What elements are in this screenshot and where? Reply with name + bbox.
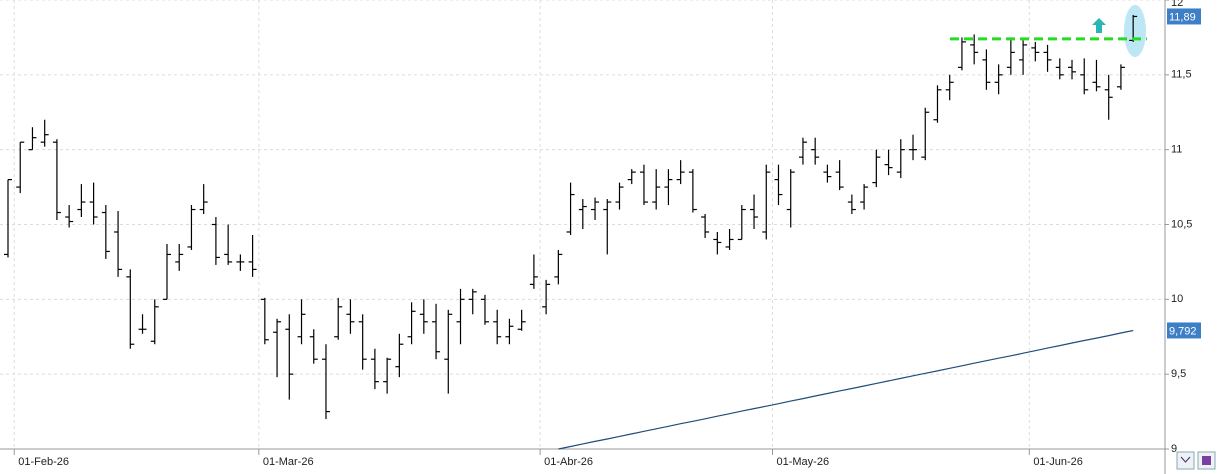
y-tick-label: 11,5: [1171, 69, 1192, 81]
x-tick-label: 01-Jun-26: [1033, 456, 1083, 468]
ma_last-box: [1167, 322, 1201, 339]
collapse-icon: [1180, 456, 1191, 463]
moving-average: [558, 329, 1134, 450]
y-tick-label: 10: [1171, 293, 1183, 305]
x-tick-label: 01-May-26: [776, 456, 829, 468]
save-icon: [1202, 456, 1211, 465]
y-tick-label: 11: [1171, 144, 1182, 156]
last_price-label: 11,89: [1169, 11, 1196, 23]
x-tick-label: 01-Abr-26: [544, 456, 593, 468]
ma_last-label: 9,792: [1169, 325, 1197, 337]
y-tick-label: 12: [1171, 0, 1183, 9]
x-tick-label: 01-Feb-26: [18, 456, 69, 468]
y-tick-label: 9: [1171, 443, 1177, 455]
y-tick-label: 9,5: [1171, 368, 1186, 380]
up-arrow: [1092, 18, 1106, 33]
highlight-ellipse: [1124, 5, 1146, 57]
x-tick-label: 01-Mar-26: [263, 456, 314, 468]
last_price-box: [1167, 8, 1201, 25]
collapse-button[interactable]: [1176, 451, 1195, 470]
y-tick-label: 10,5: [1171, 218, 1192, 230]
toolbar: [1176, 451, 1216, 470]
